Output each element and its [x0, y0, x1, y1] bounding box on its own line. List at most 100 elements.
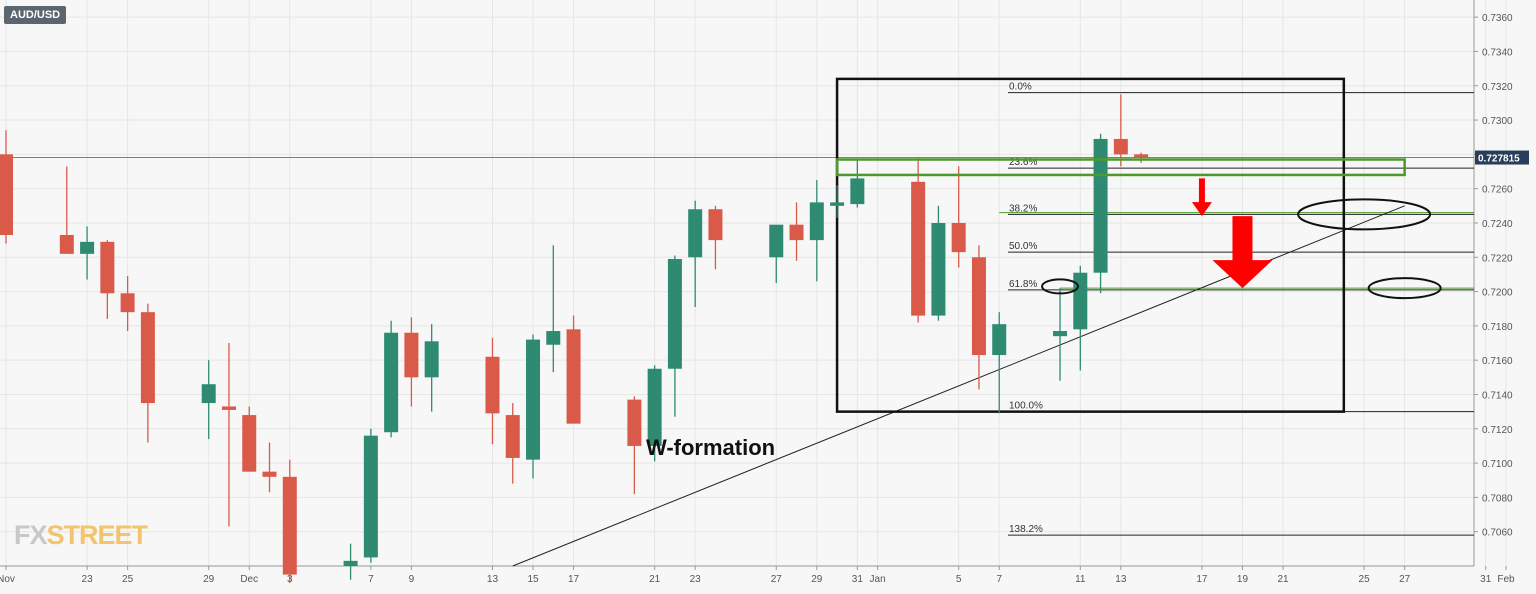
candle [1093, 133, 1108, 294]
y-tick-label: 0.7260 [1482, 185, 1513, 196]
x-tick-label: 27 [1399, 574, 1411, 585]
fib-label: 100.0% [1009, 401, 1043, 412]
x-tick-label: 31 [1480, 574, 1492, 585]
candle-body [931, 222, 946, 316]
y-tick-label: 0.7320 [1482, 82, 1513, 93]
candle [789, 202, 804, 261]
x-tick-label: 5 [956, 574, 962, 585]
x-tick-label: 19 [1237, 574, 1249, 585]
candle-body [830, 202, 845, 206]
y-tick-label: 0.7360 [1482, 13, 1513, 24]
y-tick-label: 0.7120 [1482, 425, 1513, 436]
fib-label: 61.8% [1009, 279, 1037, 290]
candle-body [282, 476, 297, 575]
candle [1113, 94, 1128, 167]
x-tick-label: 11 [1075, 574, 1086, 585]
candle-body [242, 415, 257, 472]
candle-body [404, 332, 419, 378]
candle [242, 406, 257, 472]
down-arrow-large [1212, 216, 1273, 289]
candle-body [424, 341, 439, 378]
fib-label: 23.6% [1009, 157, 1037, 168]
candle [971, 245, 986, 390]
y-tick-label: 0.7220 [1482, 253, 1513, 264]
candle [384, 320, 399, 438]
y-tick-label: 0.7300 [1482, 116, 1513, 127]
x-tick-label: 25 [1359, 574, 1371, 585]
candle [262, 442, 277, 493]
candle-body [971, 257, 986, 356]
candle-body [120, 293, 135, 313]
y-tick-label: 0.7060 [1482, 528, 1513, 539]
candle-body [789, 224, 804, 241]
candle-body [343, 560, 358, 566]
x-tick-label: Dec [240, 574, 258, 585]
x-tick-label: Jan [870, 574, 886, 585]
candle-body [688, 209, 703, 258]
candle [688, 200, 703, 308]
y-tick-label: 0.7140 [1482, 390, 1513, 401]
fib-label: 50.0% [1009, 241, 1037, 252]
symbol-badge[interactable]: AUD/USD [4, 6, 67, 24]
y-tick-label: 0.7200 [1482, 288, 1513, 299]
current-price-badge-bg [1475, 150, 1529, 165]
candle-body [809, 202, 824, 241]
candle-body [100, 241, 115, 294]
candle-body [647, 368, 662, 446]
candle-body [59, 234, 74, 254]
candle [221, 343, 236, 527]
candle-body [485, 356, 500, 414]
candle [911, 157, 926, 323]
candle-body [951, 222, 966, 253]
candle-body [667, 258, 682, 369]
candle [363, 428, 378, 563]
candle-body [80, 241, 95, 254]
candle-body [708, 209, 723, 241]
fib-label: 38.2% [1009, 203, 1037, 214]
x-tick-label: 13 [487, 574, 499, 585]
candle [566, 315, 581, 424]
y-tick-label: 0.7080 [1482, 493, 1513, 504]
candle [59, 166, 74, 254]
candle-body [221, 406, 236, 410]
y-tick-label: 0.7240 [1482, 219, 1513, 230]
candle-body [911, 181, 926, 316]
candle-body [0, 154, 13, 235]
candle-body [1073, 272, 1088, 330]
candle-body [1053, 331, 1068, 337]
candle [992, 312, 1007, 414]
arrows [1191, 178, 1273, 289]
current-price-badge: 0.727815 [1475, 150, 1529, 165]
x-tick-label: 17 [1196, 574, 1208, 585]
candle-body [201, 384, 216, 404]
x-tick-label: 7 [996, 574, 1002, 585]
x-tick-label: 7 [368, 574, 374, 585]
candle [708, 205, 723, 270]
candle-body [262, 471, 277, 477]
ellipse-fib-38.2 [1297, 198, 1432, 231]
supply-zone-rect [835, 158, 1406, 177]
candle [526, 334, 541, 479]
candle [850, 159, 865, 208]
candle-body [850, 178, 865, 205]
candle-body [363, 435, 378, 558]
ellipse-fib-61.8 [1367, 277, 1442, 300]
candle-body [992, 324, 1007, 356]
x-tick-label: 21 [1277, 574, 1289, 585]
candle-body [526, 339, 541, 460]
y-tick-label: 0.7180 [1482, 322, 1513, 333]
candle-body [1093, 138, 1108, 273]
x-tick-label: 23 [82, 574, 94, 585]
fxstreet-watermark: FXSTREET [14, 520, 148, 550]
candle [830, 185, 845, 218]
candle [0, 130, 13, 244]
candle [343, 543, 358, 580]
fib-label: 0.0% [1009, 82, 1032, 93]
candle-body [546, 331, 561, 345]
candle [1073, 265, 1088, 371]
x-tick-labels: Nov232529Dec3791315172123272931Jan571113… [0, 566, 1515, 585]
candle [1053, 288, 1068, 381]
